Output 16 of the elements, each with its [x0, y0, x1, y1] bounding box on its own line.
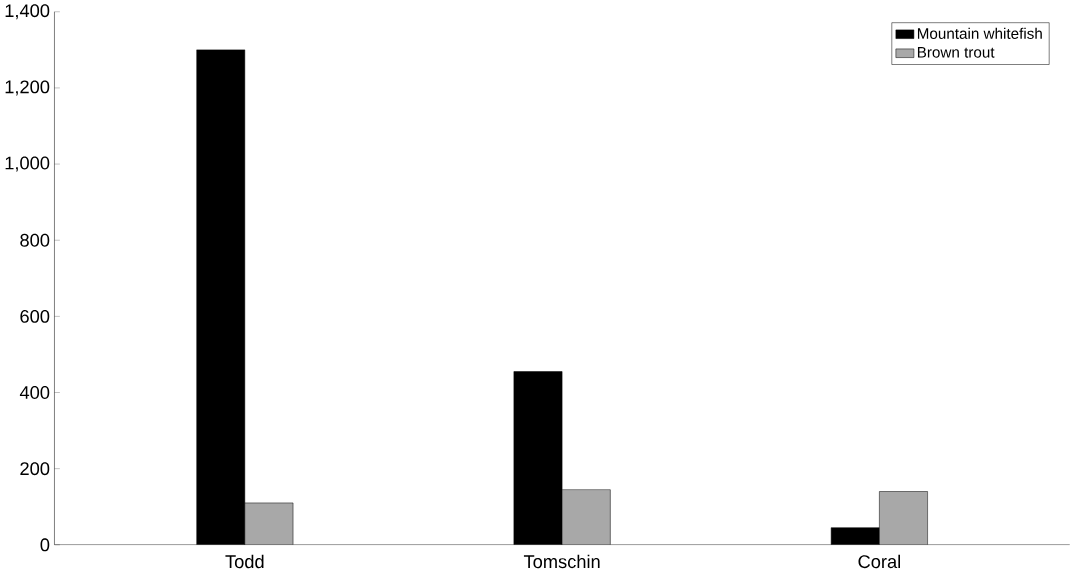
bar [879, 491, 928, 545]
bar [562, 489, 611, 545]
x-tick-label: Todd [225, 554, 264, 568]
bar [244, 502, 294, 545]
y-tick-label: 400 [19, 385, 50, 399]
y-tick-label: 0 [40, 538, 50, 552]
y-tick-label: 600 [20, 309, 50, 323]
y-tick-label: 1,200 [5, 80, 50, 96]
y-tick-label: 200 [20, 462, 50, 475]
x-tick-label: Coral [858, 554, 900, 568]
legend-label: Mountain whitefish [917, 27, 1042, 39]
y-tick-label: 1,400 [5, 4, 50, 20]
legend-label: Brown trout [917, 46, 995, 58]
y-tick-label: 1,000 [5, 156, 50, 172]
x-tick-label: Tomschin [523, 554, 600, 568]
y-tick-label: 800 [20, 233, 50, 247]
